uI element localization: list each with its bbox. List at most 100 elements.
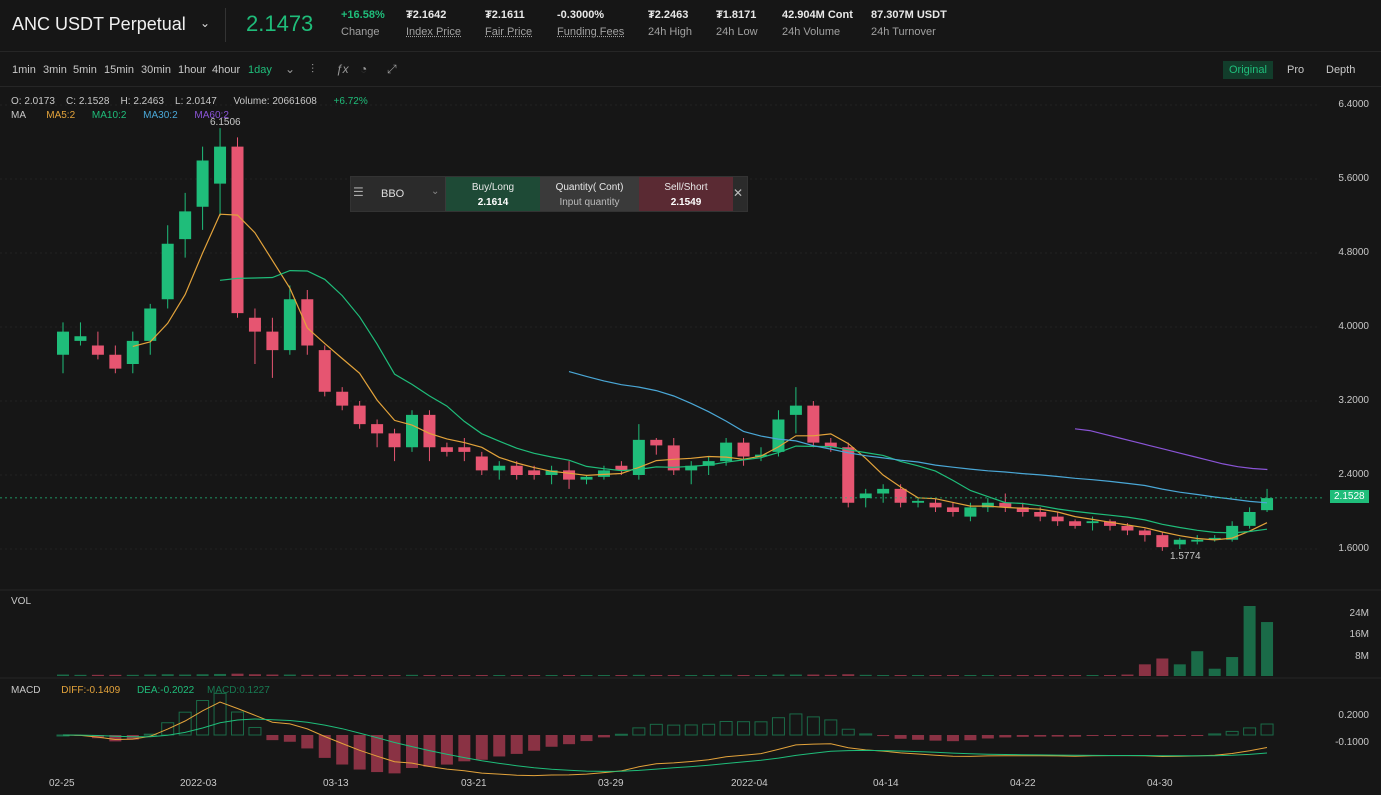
close-icon[interactable]: ✕ bbox=[732, 186, 743, 200]
volume-bar bbox=[179, 674, 192, 676]
macd-bar bbox=[371, 735, 384, 773]
timeframe-4hour[interactable]: 4hour bbox=[212, 64, 241, 76]
candle-body bbox=[371, 424, 384, 434]
view-original[interactable]: Original bbox=[1223, 61, 1273, 79]
timeframe-15min[interactable]: 15min bbox=[104, 64, 134, 76]
volume-bar bbox=[109, 674, 122, 676]
candle-body bbox=[981, 502, 994, 508]
candle-body bbox=[1138, 530, 1151, 536]
fair-price-label[interactable]: Fair Price bbox=[485, 26, 533, 38]
candle-body bbox=[877, 488, 890, 494]
volume-bar bbox=[912, 675, 925, 676]
fair-price-stat[interactable]: ₮2.1611 Fair Price bbox=[485, 9, 532, 38]
timeframe-30min[interactable]: 30min bbox=[141, 64, 171, 76]
chevron-down-icon[interactable]: ⌄ bbox=[200, 16, 211, 30]
candle-body bbox=[161, 243, 174, 300]
volume-bar bbox=[946, 675, 959, 676]
candle-body bbox=[126, 340, 139, 364]
volume-bar bbox=[1016, 675, 1029, 676]
ma5-value: MA5:2 bbox=[46, 110, 76, 121]
macd-bar bbox=[109, 735, 122, 742]
timeframe-1hour[interactable]: 1hour bbox=[178, 64, 207, 76]
candle-body bbox=[929, 502, 942, 508]
candle-body bbox=[824, 442, 837, 448]
funding-fees-label[interactable]: Funding Fees bbox=[557, 26, 625, 38]
volume-bar bbox=[475, 675, 488, 676]
settings-dial-icon[interactable]: ◔ bbox=[360, 62, 368, 76]
timeframe-5min[interactable]: 5min bbox=[73, 64, 97, 76]
macd-bar bbox=[1121, 735, 1134, 736]
funding-fees-stat[interactable]: -0.3000% Funding Fees bbox=[557, 9, 624, 38]
sell-short-button[interactable]: Sell/Short 2.1549 bbox=[639, 177, 733, 211]
price-tick: 5.6000 bbox=[1338, 173, 1369, 184]
ohlc-high: H: 2.2463 bbox=[120, 96, 164, 107]
volume-bar bbox=[510, 675, 523, 676]
volume-bar bbox=[964, 675, 977, 676]
macd-bar bbox=[1034, 735, 1047, 737]
date-tick: 02-25 bbox=[49, 778, 75, 789]
macd-bar bbox=[632, 727, 646, 736]
volume-bar bbox=[737, 675, 750, 676]
macd-bar bbox=[336, 735, 349, 765]
volume-bar bbox=[283, 674, 296, 676]
view-depth[interactable]: Depth bbox=[1326, 64, 1356, 76]
volume-bar bbox=[1173, 664, 1186, 676]
timeframe-1day[interactable]: 1day bbox=[248, 64, 272, 76]
quantity-input[interactable]: Quantity( Cont) Input quantity bbox=[540, 177, 639, 211]
candle-body bbox=[388, 433, 401, 448]
candle-body bbox=[144, 308, 157, 341]
macd-bar bbox=[1208, 733, 1222, 736]
candle-body bbox=[248, 317, 261, 332]
volume-bar bbox=[353, 675, 366, 676]
indicator-fx-icon[interactable]: ƒx bbox=[336, 62, 349, 76]
candle-body bbox=[1191, 539, 1204, 542]
symbol-title[interactable]: ANC USDT Perpetual bbox=[12, 14, 186, 34]
sell-price: 2.1549 bbox=[670, 197, 702, 208]
macd-bar bbox=[1191, 735, 1204, 736]
timeframe-1min[interactable]: 1min bbox=[12, 64, 36, 76]
ticker-header: ANC USDT Perpetual ⌄ 2.1473 +16.58% Chan… bbox=[0, 0, 1381, 52]
ohlc-open: O: 2.0173 bbox=[11, 96, 55, 107]
candle-body bbox=[510, 465, 523, 475]
candle-body bbox=[266, 331, 279, 351]
macd-bar bbox=[667, 724, 681, 736]
fullscreen-icon[interactable]: ⤢ bbox=[387, 62, 397, 76]
buy-long-button[interactable]: Buy/Long 2.1614 bbox=[446, 177, 540, 211]
ma10-line bbox=[219, 269, 1268, 534]
volume-bar bbox=[196, 674, 209, 676]
bbo-select[interactable]: BBO ⌄ bbox=[365, 177, 446, 211]
index-price-stat[interactable]: ₮2.1642 Index Price bbox=[406, 9, 461, 38]
sell-label: Sell/Short bbox=[664, 182, 708, 193]
volume-bar bbox=[1208, 668, 1221, 676]
candle-body bbox=[563, 470, 576, 480]
candle-body bbox=[912, 500, 925, 503]
volume-bar bbox=[632, 674, 645, 676]
macd-bar bbox=[684, 724, 698, 736]
volume-bar bbox=[493, 675, 506, 676]
volume-bar bbox=[894, 675, 907, 676]
macd-bar bbox=[999, 735, 1012, 738]
drag-handle-icon[interactable]: ☰ bbox=[353, 185, 364, 199]
candle-body bbox=[650, 439, 663, 446]
candle-type-icon[interactable]: ⫶ bbox=[311, 62, 315, 76]
price-tick: 2.4000 bbox=[1338, 469, 1369, 480]
macd-bar bbox=[440, 735, 453, 765]
high-24h-label: 24h High bbox=[648, 26, 693, 38]
quantity-placeholder[interactable]: Input quantity bbox=[559, 197, 620, 208]
vol-label: VOL bbox=[11, 596, 32, 607]
candle-body bbox=[353, 405, 366, 425]
candle-body bbox=[440, 447, 453, 452]
macd-label: MACD bbox=[11, 685, 41, 696]
timeframe-3min[interactable]: 3min bbox=[43, 64, 67, 76]
chevron-down-icon[interactable]: ⌄ bbox=[285, 62, 296, 76]
volume-bar bbox=[144, 674, 157, 676]
candle-body bbox=[859, 493, 872, 499]
candle-body bbox=[1069, 521, 1082, 526]
volume-24h-label: 24h Volume bbox=[782, 26, 841, 38]
last-price: 2.1473 bbox=[246, 11, 314, 36]
candle-body bbox=[789, 405, 802, 415]
candle-body bbox=[946, 507, 959, 512]
candle-body bbox=[179, 211, 192, 240]
view-pro[interactable]: Pro bbox=[1287, 64, 1305, 76]
index-price-label[interactable]: Index Price bbox=[406, 26, 462, 38]
